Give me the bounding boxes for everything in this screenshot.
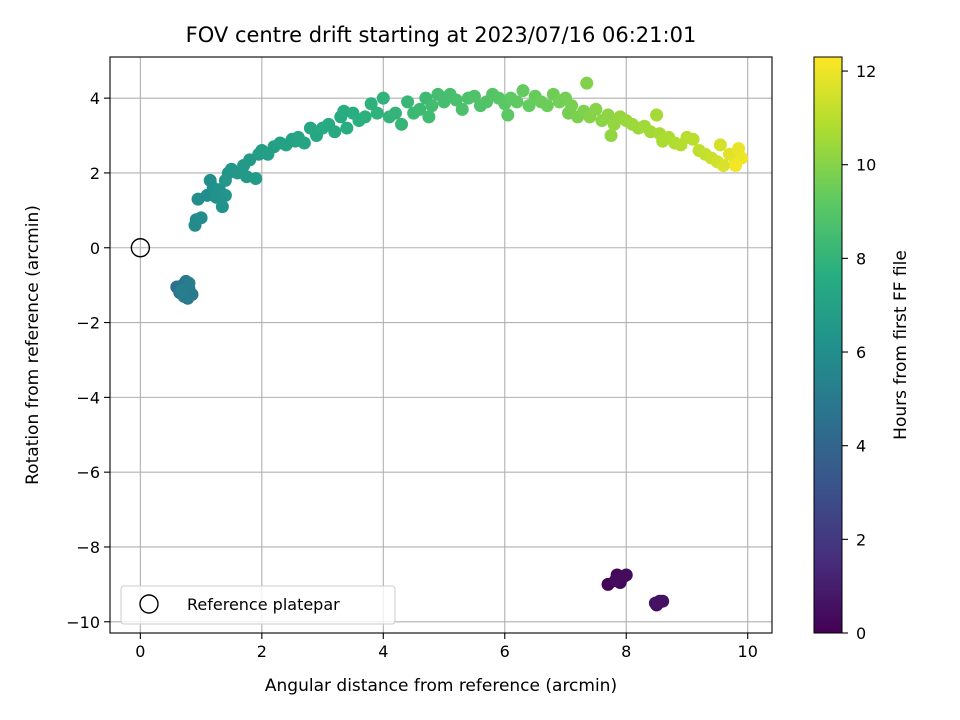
x-tick-label: 6 (500, 642, 510, 661)
data-point (370, 106, 384, 120)
data-point (395, 117, 409, 131)
data-point (364, 97, 378, 111)
y-axis-label: Rotation from reference (arcmin) (23, 205, 43, 485)
data-point (619, 568, 633, 582)
colorbar (813, 56, 843, 634)
data-point (608, 574, 622, 588)
data-point (340, 121, 354, 135)
colorbar-tick-label: 12 (856, 62, 876, 81)
data-point (501, 108, 515, 122)
x-tick-label: 8 (621, 642, 631, 661)
data-point (449, 93, 463, 107)
y-tick-label: −8 (76, 538, 100, 557)
data-point (413, 102, 427, 116)
data-point (455, 102, 469, 116)
colorbar-tick-label: 0 (856, 624, 866, 643)
data-point (215, 200, 229, 214)
colorbar-ticks: 0 2 4 6 8 10 12 (842, 62, 876, 643)
data-point (510, 95, 524, 109)
data-point (194, 211, 208, 225)
data-point (604, 129, 618, 143)
data-point (218, 173, 232, 187)
data-points (170, 76, 749, 612)
data-point (565, 99, 579, 113)
data-point (376, 91, 390, 105)
x-tick-label: 2 (257, 642, 267, 661)
data-point (601, 108, 615, 122)
data-point (713, 138, 727, 152)
x-axis-ticks: 0 2 4 6 8 10 (135, 633, 758, 661)
reference-point-marker (130, 238, 151, 258)
data-point (648, 596, 662, 610)
y-tick-label: −10 (66, 613, 100, 632)
colorbar-label: Hours from first FF file (891, 250, 911, 440)
plot-frame (109, 56, 773, 634)
data-point (175, 284, 189, 298)
y-tick-label: 2 (90, 164, 100, 183)
colorbar-tick-label: 2 (856, 530, 866, 549)
x-tick-label: 0 (135, 642, 145, 661)
data-point (522, 99, 536, 113)
y-tick-label: 0 (90, 239, 100, 258)
data-point (218, 188, 232, 202)
y-tick-label: −6 (76, 463, 100, 482)
data-point (358, 110, 372, 124)
data-point (516, 84, 530, 98)
y-tick-label: −4 (76, 388, 100, 407)
chart-title: FOV centre drift starting at 2023/07/16 … (186, 23, 697, 47)
legend: Reference platepar (120, 585, 396, 625)
legend-marker-reference (139, 594, 159, 614)
data-point (401, 95, 415, 109)
data-point (580, 76, 594, 90)
data-point (425, 99, 439, 113)
legend-entry-reference: Reference platepar (187, 595, 340, 614)
data-point (328, 125, 342, 139)
colorbar-tick-label: 4 (856, 437, 866, 456)
data-point (249, 172, 263, 186)
data-point (686, 132, 700, 146)
data-point (388, 106, 402, 120)
x-tick-label: 10 (738, 642, 758, 661)
y-tick-label: 4 (90, 89, 100, 108)
data-point (297, 136, 311, 150)
colorbar-tick-label: 6 (856, 343, 866, 362)
y-axis-ticks: −10 −8 −6 −4 −2 0 2 4 (66, 89, 110, 632)
data-point (716, 158, 730, 172)
x-tick-label: 4 (378, 642, 388, 661)
data-point (729, 158, 743, 172)
y-tick-label: −2 (76, 314, 100, 333)
colorbar-tick-label: 8 (856, 249, 866, 268)
x-axis-label: Angular distance from reference (arcmin) (265, 676, 617, 696)
data-point (650, 108, 664, 122)
legend-box (120, 585, 396, 625)
data-point (540, 99, 554, 113)
data-point (467, 89, 481, 103)
data-point (589, 102, 603, 116)
colorbar-tick-label: 10 (856, 156, 876, 175)
data-point (422, 110, 436, 124)
